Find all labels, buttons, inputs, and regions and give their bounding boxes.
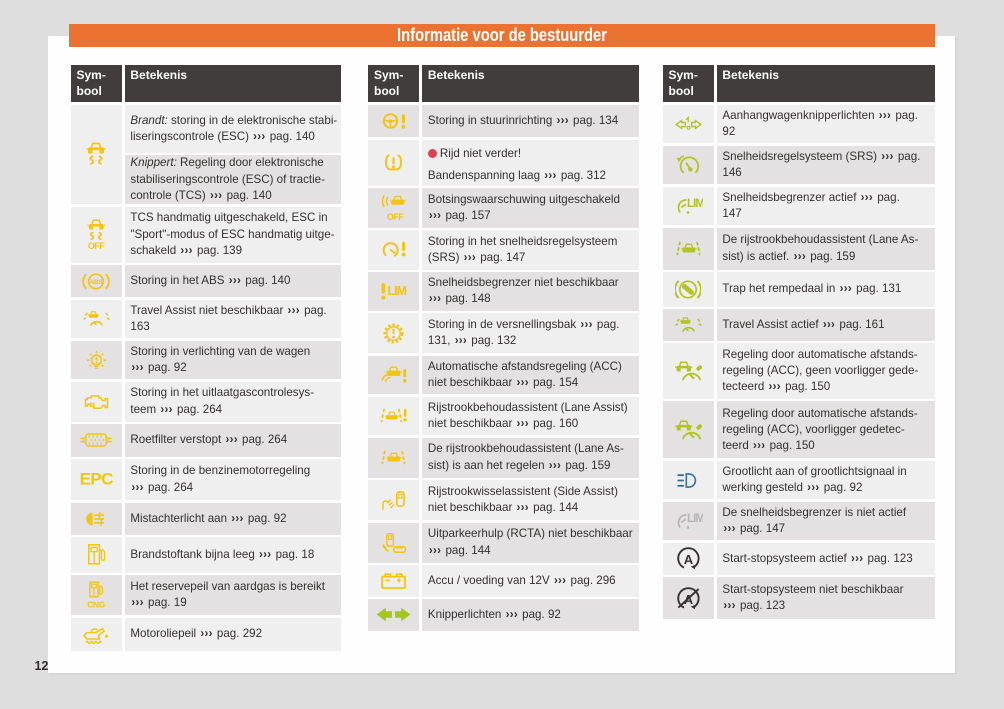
svg-text:OFF: OFF — [88, 241, 105, 250]
svg-text:LIM: LIM — [687, 513, 703, 525]
svg-text:LIM: LIM — [687, 198, 703, 210]
svg-text:A: A — [683, 552, 693, 567]
svg-text:CNG: CNG — [87, 600, 105, 610]
svg-text:LIM: LIM — [387, 284, 406, 298]
svg-text:ABS: ABS — [90, 279, 103, 286]
svg-text:OFF: OFF — [387, 212, 404, 221]
